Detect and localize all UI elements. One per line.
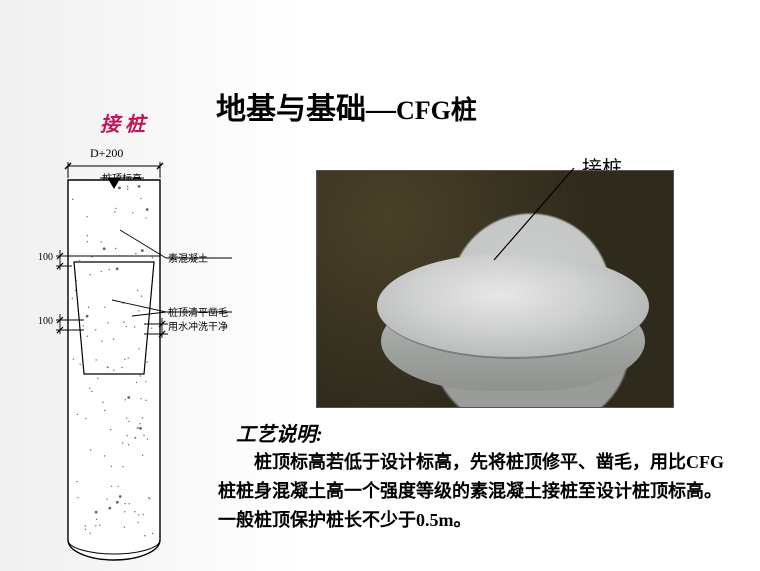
title-sub: CFG桩 [396,96,477,125]
label-plain-concrete: 素混凝土 [168,250,208,265]
pile-letter-f: F [106,352,119,378]
photo [316,170,674,408]
pile-letter-c: C [104,302,120,328]
pile-letter-zhuang: 桩 [100,448,122,480]
desc-body: 桩顶标高若低于设计标高，先将桩顶修平、凿毛，用比CFG桩桩身混凝土高一个强度等级… [218,448,730,534]
label-chisel-2: 用水冲洗干净 [168,318,228,333]
pile-top [377,253,649,359]
dim-100-lu: 100 [38,252,53,263]
label-top-elev: 桩顶标高 [102,170,142,185]
title-main: 地基与基础— [216,93,396,126]
desc-heading: 工艺说明: [236,418,323,447]
section-label: 接 桩 [100,108,145,137]
desc-body-text: 桩顶标高若低于设计标高，先将桩顶修平、凿毛，用比CFG桩桩身混凝土高一个强度等级… [218,448,730,534]
dim-100-ll: 100 [38,316,53,327]
page-title: 地基与基础—CFG桩 [216,84,477,128]
pile-letter-g: G [104,400,121,426]
dim-d200: D+200 [90,146,123,161]
label-chisel-1: 桩顶清平凿毛 [168,304,228,319]
dim-100-r: 100 [146,318,161,329]
